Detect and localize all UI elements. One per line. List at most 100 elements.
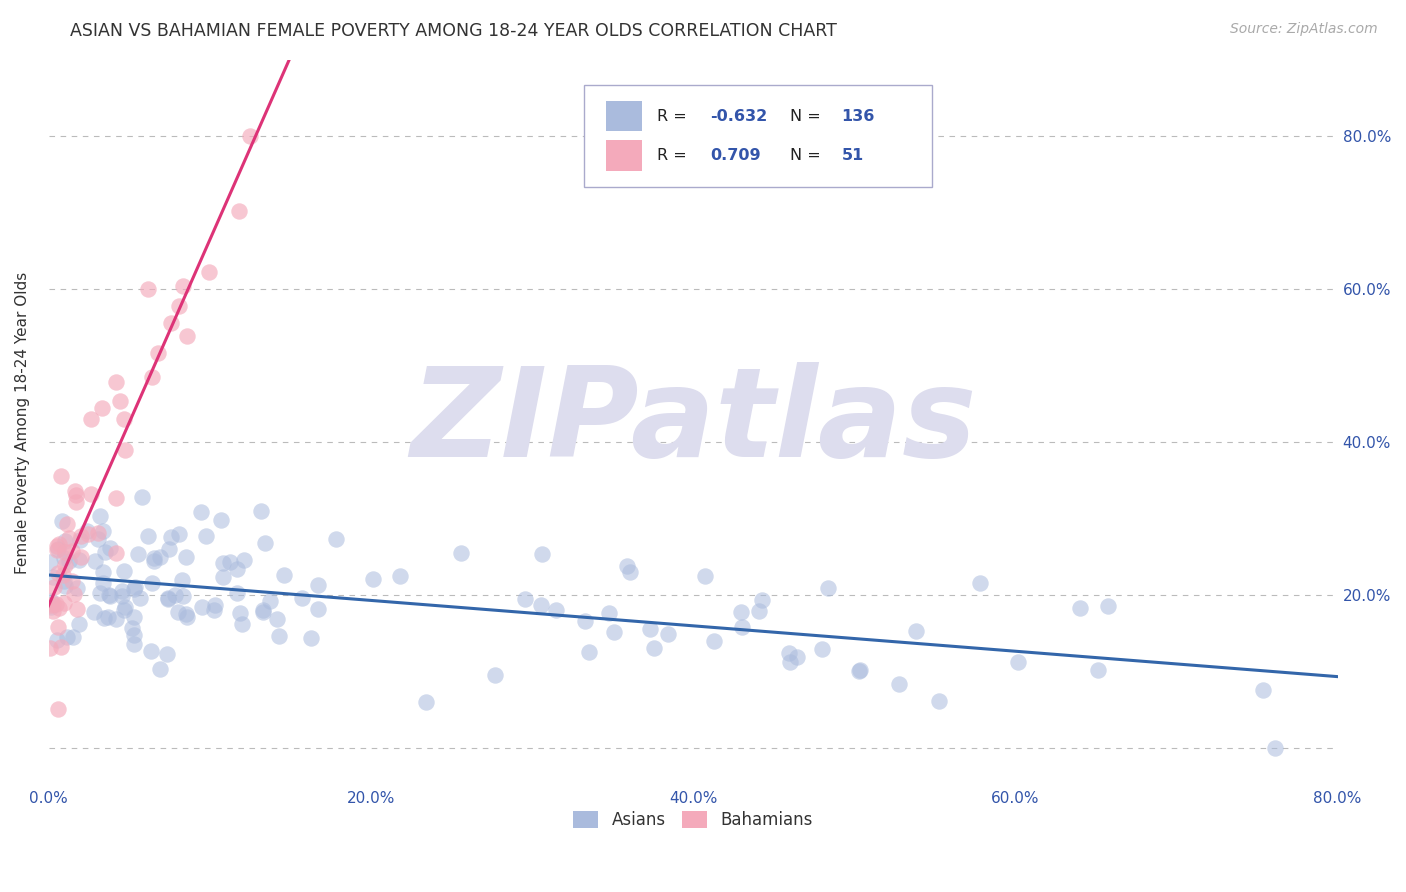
Point: [58, 531, 80, 545]
Text: 0.709: 0.709: [710, 148, 761, 163]
Point: [91, 576, 114, 591]
Text: 136: 136: [841, 109, 875, 124]
Point: [51, 515, 73, 529]
Point: [45, 542, 67, 557]
Point: [93, 611, 115, 625]
Point: [139, 644, 162, 658]
Point: [39, 600, 62, 615]
Point: [751, 593, 773, 607]
Point: [598, 606, 620, 620]
Point: [39, 555, 62, 569]
Bar: [606, 101, 641, 131]
Point: [197, 265, 219, 279]
Point: [143, 554, 166, 568]
Point: [52, 550, 75, 565]
Point: [307, 602, 329, 616]
Point: [42, 569, 65, 583]
Point: [48, 537, 70, 551]
Point: [66, 602, 89, 616]
Point: [65, 495, 87, 509]
Point: [136, 282, 159, 296]
Point: [484, 668, 506, 682]
Point: [252, 603, 274, 617]
Point: [49, 469, 72, 483]
Point: [657, 626, 679, 640]
Point: [731, 620, 754, 634]
Point: [190, 505, 212, 519]
Point: [174, 607, 197, 621]
Point: [127, 547, 149, 561]
Point: [114, 442, 136, 457]
Point: [112, 564, 135, 578]
Text: Source: ZipAtlas.com: Source: ZipAtlas.com: [1230, 22, 1378, 37]
Point: [163, 589, 186, 603]
Point: [229, 606, 252, 620]
Point: [928, 694, 950, 708]
Point: [70, 529, 93, 543]
Text: ASIAN VS BAHAMIAN FEMALE POVERTY AMONG 18-24 YEAR OLDS CORRELATION CHART: ASIAN VS BAHAMIAN FEMALE POVERTY AMONG 1…: [70, 22, 837, 40]
Point: [544, 603, 567, 617]
Point: [122, 609, 145, 624]
Point: [52, 574, 75, 588]
Point: [228, 204, 250, 219]
Point: [146, 346, 169, 360]
Point: [226, 586, 249, 600]
Point: [157, 541, 180, 556]
Point: [325, 532, 347, 546]
Point: [56, 630, 79, 644]
Point: [91, 565, 114, 579]
Point: [122, 582, 145, 596]
Point: [250, 503, 273, 517]
Point: [121, 621, 143, 635]
Y-axis label: Female Poverty Among 18-24 Year Olds: Female Poverty Among 18-24 Year Olds: [15, 271, 30, 574]
Point: [53, 534, 76, 549]
Point: [52, 568, 75, 582]
Point: [361, 572, 384, 586]
Point: [204, 603, 226, 617]
Point: [97, 588, 120, 602]
Point: [254, 535, 277, 549]
Point: [212, 556, 235, 570]
Text: ZIPatlas: ZIPatlas: [411, 362, 976, 483]
Point: [69, 533, 91, 547]
Point: [848, 664, 870, 678]
Point: [89, 586, 111, 600]
Point: [42, 580, 65, 594]
Point: [574, 614, 596, 628]
Point: [415, 695, 437, 709]
Point: [307, 578, 329, 592]
Point: [80, 487, 103, 501]
Point: [157, 591, 180, 606]
Point: [39, 598, 62, 612]
Point: [105, 375, 128, 389]
Point: [219, 555, 242, 569]
Point: [266, 612, 288, 626]
Point: [1253, 683, 1275, 698]
Point: [53, 545, 76, 559]
Point: [904, 624, 927, 638]
Text: N =: N =: [790, 148, 825, 163]
Point: [149, 550, 172, 565]
Point: [531, 547, 554, 561]
Point: [136, 528, 159, 542]
Point: [252, 605, 274, 619]
Point: [62, 544, 84, 558]
Point: [77, 527, 100, 541]
Point: [703, 634, 725, 648]
Point: [97, 609, 120, 624]
Point: [45, 597, 67, 611]
Point: [603, 625, 626, 640]
Point: [141, 576, 163, 591]
Point: [1007, 655, 1029, 669]
Point: [748, 604, 770, 618]
Point: [167, 526, 190, 541]
Point: [42, 598, 65, 612]
Text: -0.632: -0.632: [710, 109, 768, 124]
Point: [46, 701, 69, 715]
Point: [232, 553, 254, 567]
Point: [191, 600, 214, 615]
Point: [122, 628, 145, 642]
Point: [619, 565, 641, 579]
Point: [638, 622, 661, 636]
Point: [65, 488, 87, 502]
